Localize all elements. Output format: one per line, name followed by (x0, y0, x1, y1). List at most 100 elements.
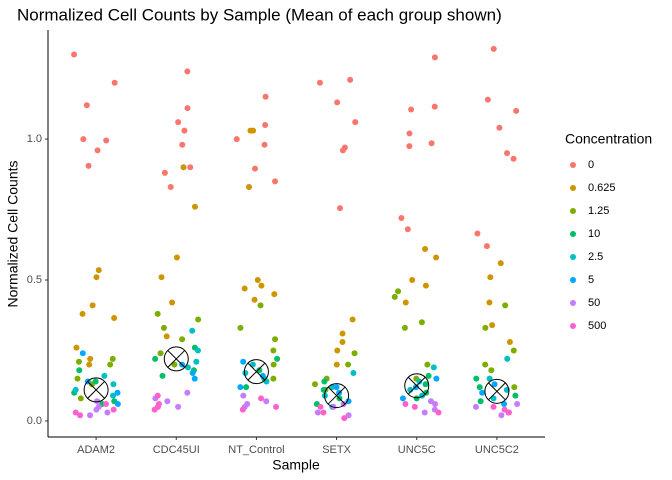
legend-marker (570, 323, 576, 329)
point (487, 274, 494, 281)
point (76, 367, 83, 374)
legend-marker (570, 185, 576, 191)
mean-cross (488, 382, 506, 401)
point (93, 274, 100, 281)
point (431, 54, 438, 61)
x-axis-label: Sample (272, 457, 320, 473)
legend-marker (570, 277, 576, 283)
point (351, 350, 358, 357)
point (246, 183, 253, 190)
legend-marker (570, 162, 576, 168)
point (486, 375, 493, 382)
point (317, 403, 324, 410)
point (416, 378, 423, 385)
point (109, 392, 116, 399)
point (242, 370, 249, 377)
mean-marker (83, 377, 109, 403)
point (154, 392, 161, 399)
point (160, 324, 167, 331)
point (173, 254, 180, 261)
point (175, 119, 182, 126)
point (195, 316, 202, 323)
point (273, 403, 280, 410)
point (93, 406, 100, 413)
point (424, 361, 431, 368)
point (193, 358, 200, 365)
x-tick-label: SETX (322, 444, 351, 456)
point (473, 375, 480, 382)
point (336, 205, 343, 212)
point (262, 93, 269, 100)
point (114, 389, 121, 396)
point (433, 254, 440, 261)
point (154, 310, 161, 317)
point (179, 141, 186, 148)
point (258, 395, 265, 402)
point (75, 358, 82, 365)
point (187, 164, 194, 171)
point (391, 293, 398, 300)
point (237, 384, 244, 391)
point (77, 395, 84, 402)
point (102, 401, 109, 408)
point (110, 406, 117, 413)
point (79, 310, 86, 317)
point (101, 372, 108, 379)
point (488, 367, 495, 374)
point (109, 355, 116, 362)
point (72, 386, 79, 393)
point (314, 409, 321, 416)
point (472, 403, 479, 410)
point (270, 347, 277, 354)
point (159, 372, 166, 379)
point (349, 316, 356, 323)
point (169, 299, 176, 306)
point (256, 367, 263, 374)
mean-marker (324, 383, 350, 409)
point (496, 124, 503, 131)
point (339, 339, 346, 346)
point (408, 106, 415, 113)
point (95, 267, 102, 274)
point (158, 274, 165, 281)
point (87, 355, 94, 362)
point (73, 344, 80, 351)
point (422, 282, 429, 289)
mean-cross (247, 362, 266, 381)
point (513, 107, 520, 114)
point (77, 412, 84, 419)
point (398, 214, 405, 221)
point (167, 183, 174, 190)
legend-title: Concentration (565, 131, 652, 147)
point (79, 350, 86, 357)
point (191, 203, 198, 210)
point (401, 324, 408, 331)
point (316, 79, 323, 86)
point (432, 401, 439, 408)
point (505, 409, 512, 416)
point (251, 296, 258, 303)
point (333, 384, 340, 391)
point (237, 324, 244, 331)
legend-label: 2.5 (588, 251, 603, 263)
x-tick-label: CDC45UI (153, 444, 200, 456)
chart-title: Normalized Cell Counts by Sample (Mean o… (17, 5, 502, 24)
point (243, 384, 250, 391)
x-tick-label: ADAM2 (77, 444, 115, 456)
point (504, 355, 511, 362)
point (431, 103, 438, 110)
point (111, 315, 118, 322)
point (339, 330, 346, 337)
point (512, 392, 519, 399)
mean-cross (87, 381, 105, 399)
legend-label: 5 (588, 274, 594, 286)
point (501, 401, 508, 408)
point (103, 137, 110, 144)
point (476, 384, 483, 391)
point (71, 51, 78, 58)
point (406, 130, 413, 137)
point (421, 409, 428, 416)
point (402, 299, 409, 306)
point (189, 370, 196, 377)
point (157, 350, 164, 357)
